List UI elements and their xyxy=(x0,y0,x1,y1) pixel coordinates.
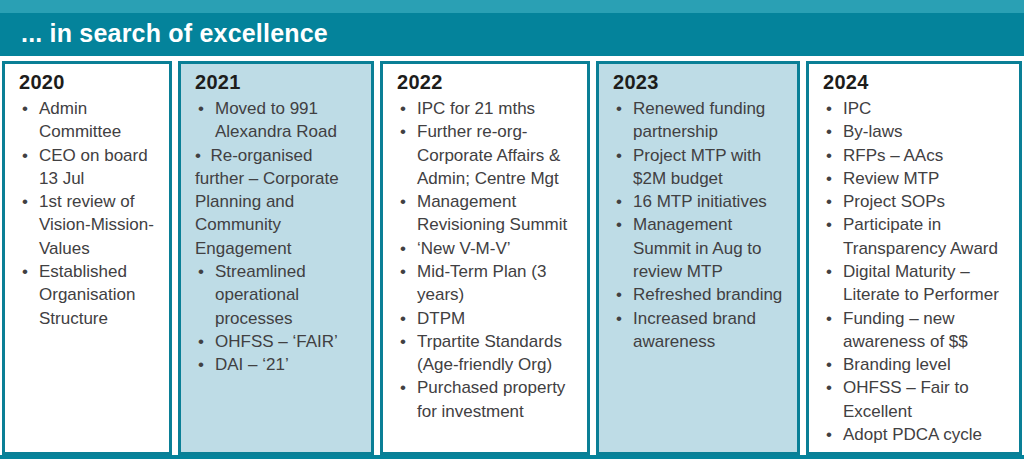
milestone-item: Funding – new awareness of $$ xyxy=(823,307,1011,354)
year-heading: 2021 xyxy=(195,71,363,94)
milestone-item: Admin Committee xyxy=(19,97,161,144)
milestone-item: OHFSS – Fair to Excellent xyxy=(823,376,1011,423)
milestone-item: Management Summit in Aug to review MTP xyxy=(613,213,789,283)
milestone-item: CEO on board 13 Jul xyxy=(19,144,161,191)
milestone-item: Participate in Transparency Award xyxy=(823,213,1011,260)
milestone-list: IPC By-laws RFPs – AAcs Review MTP Proje… xyxy=(823,97,1011,446)
milestone-item: Project SOPs xyxy=(823,190,1011,213)
milestone-item: IPC xyxy=(823,97,1011,120)
year-column-2023: 2023 Renewed funding partnership Project… xyxy=(596,61,800,455)
milestone-item: Purchased property for investment xyxy=(397,376,579,423)
slide-title: ... in search of excellence xyxy=(21,19,328,50)
milestone-item: Established Organisation Structure xyxy=(19,260,161,330)
timeline-slide: ... in search of excellence 2020 Admin C… xyxy=(0,0,1024,459)
milestone-item: Mid-Term Plan (3 years) xyxy=(397,260,579,307)
milestone-list: IPC for 21 mths Further re-org- Corporat… xyxy=(397,97,579,423)
milestone-item: Refreshed branding xyxy=(613,283,789,306)
milestone-item: Increased brand awareness xyxy=(613,307,789,354)
milestone-item: Management Revisioning Summit xyxy=(397,190,579,237)
year-heading: 2023 xyxy=(613,71,789,94)
milestone-item: Project MTP with $2M budget xyxy=(613,144,789,191)
milestone-item: ‘New V-M-V’ xyxy=(397,237,579,260)
year-column-2021: 2021 Moved to 991 Alexandra Road Re-orga… xyxy=(178,61,374,455)
milestone-item: 1st review of Vision-Mission-Values xyxy=(19,190,161,260)
milestone-item: IPC for 21 mths xyxy=(397,97,579,120)
milestone-item: Moved to 991 Alexandra Road xyxy=(195,97,363,144)
slide-header: ... in search of excellence xyxy=(0,13,1024,56)
milestone-item: 16 MTP initiatives xyxy=(613,190,789,213)
milestone-item: Further re-org- Corporate Affairs & Admi… xyxy=(397,120,579,190)
milestone-list: Admin Committee CEO on board 13 Jul 1st … xyxy=(19,97,161,330)
milestone-item: Renewed funding partnership xyxy=(613,97,789,144)
top-accent-strip xyxy=(0,0,1024,13)
year-column-2020: 2020 Admin Committee CEO on board 13 Jul… xyxy=(2,61,172,455)
milestone-item: Streamlined operational processes xyxy=(195,260,363,330)
year-heading: 2020 xyxy=(19,71,161,94)
year-heading: 2022 xyxy=(397,71,579,94)
year-columns: 2020 Admin Committee CEO on board 13 Jul… xyxy=(0,56,1024,455)
milestone-item: OHFSS – ‘FAIR’ xyxy=(195,330,363,353)
milestone-item: DTPM xyxy=(397,307,579,330)
bottom-accent-strip xyxy=(0,455,1024,459)
milestone-item: Digital Maturity – Literate to Performer xyxy=(823,260,1011,307)
year-heading: 2024 xyxy=(823,71,1011,94)
year-column-2024: 2024 IPC By-laws RFPs – AAcs Review MTP … xyxy=(806,61,1022,455)
milestone-item: By-laws xyxy=(823,120,1011,143)
milestone-item: Branding level xyxy=(823,353,1011,376)
year-column-2022: 2022 IPC for 21 mths Further re-org- Cor… xyxy=(380,61,590,455)
milestone-list: Renewed funding partnership Project MTP … xyxy=(613,97,789,353)
milestone-item: Trpartite Standards (Age-friendly Org) xyxy=(397,330,579,377)
milestone-item: DAI – ‘21’ xyxy=(195,353,363,376)
milestone-item: Re-organised further – Corporate Plannin… xyxy=(195,144,363,260)
milestone-list: Moved to 991 Alexandra Road Re-organised… xyxy=(195,97,363,376)
milestone-item: RFPs – AAcs xyxy=(823,144,1011,167)
milestone-item: Adopt PDCA cycle xyxy=(823,423,1011,446)
milestone-item: Review MTP xyxy=(823,167,1011,190)
